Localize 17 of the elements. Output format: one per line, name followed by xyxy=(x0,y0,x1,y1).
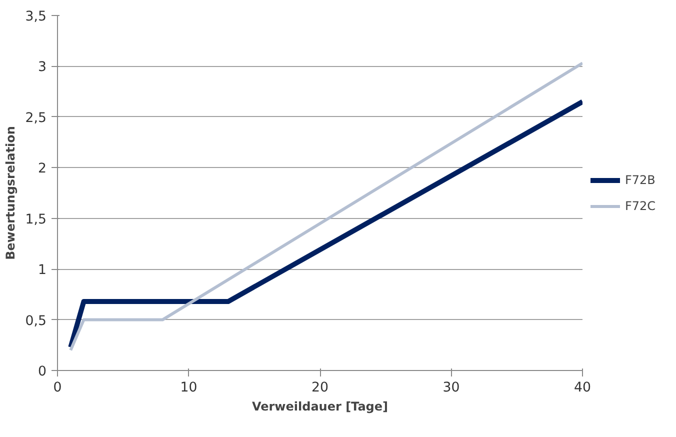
x-axis-title: Verweildauer [Tage] xyxy=(252,400,388,414)
legend-label: F72B xyxy=(625,172,656,186)
y-tick-label: 3,5 xyxy=(25,10,47,24)
y-tick-label: 2,5 xyxy=(25,110,47,126)
x-tick-label: 40 xyxy=(574,380,591,396)
y-tick-label: 0 xyxy=(38,364,47,380)
x-tick-label: 30 xyxy=(442,380,460,396)
y-axis-title: Bewertungsrelation xyxy=(3,126,18,260)
y-tick-label: 0,5 xyxy=(25,314,47,329)
y-tick-label: 1 xyxy=(38,263,47,278)
legend-label: F72C xyxy=(625,198,656,212)
x-tick-label: 0 xyxy=(53,380,62,396)
x-tick-label: 10 xyxy=(180,380,198,396)
y-tick-label: 2 xyxy=(38,162,47,177)
y-tick-label: 1,5 xyxy=(25,212,47,228)
x-tick-label: 20 xyxy=(312,380,328,396)
y-tick-label: 3 xyxy=(38,60,47,76)
